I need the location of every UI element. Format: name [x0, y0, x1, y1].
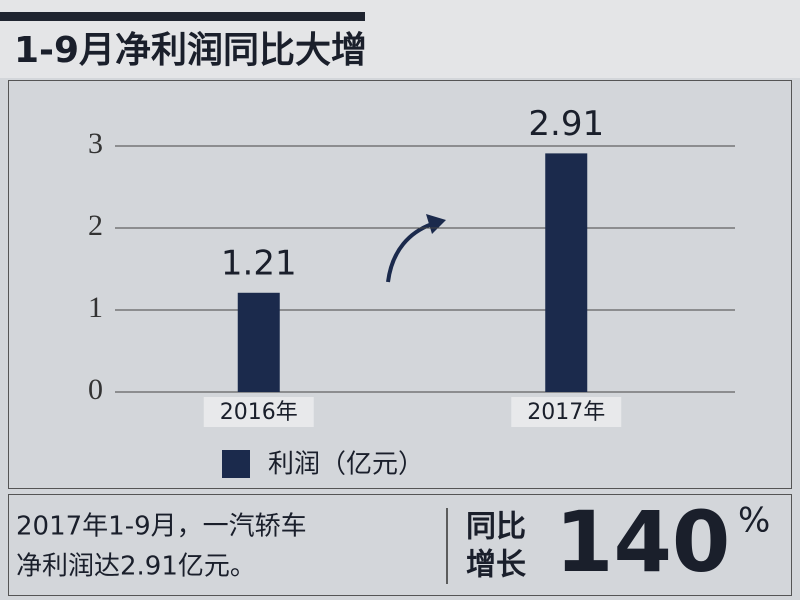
y-tick-label: 2	[88, 209, 103, 242]
bar	[545, 153, 588, 392]
trend-arrow	[386, 222, 433, 283]
title-bar	[0, 12, 365, 21]
summary-line: 2017年1-9月，一汽轿车	[16, 512, 307, 542]
summary-panel	[8, 494, 792, 596]
chart-panel	[8, 80, 792, 489]
x-tick-box	[203, 397, 314, 427]
summary-line: 净利润达2.91亿元。	[16, 552, 256, 582]
highlight-value: 140	[555, 493, 730, 591]
legend-label: 利润（亿元）	[268, 450, 424, 480]
value-label: 1.21	[221, 243, 297, 283]
highlight-unit: %	[738, 501, 770, 541]
bar	[237, 292, 280, 392]
y-tick-label: 0	[88, 373, 103, 406]
y-tick-label: 3	[88, 127, 103, 160]
badge-line: 增长	[466, 548, 526, 583]
y-tick-label: 1	[88, 291, 103, 324]
legend-swatch	[222, 450, 250, 478]
value-label: 2.91	[528, 104, 604, 144]
trend-arrowhead	[426, 214, 446, 234]
x-tick-label: 2016年	[220, 400, 298, 425]
badge-line: 同比	[466, 510, 526, 545]
x-tick-box	[511, 397, 622, 427]
chart-title: 1-9月净利润同比大增	[14, 30, 367, 71]
x-tick-label: 2017年	[527, 400, 605, 425]
